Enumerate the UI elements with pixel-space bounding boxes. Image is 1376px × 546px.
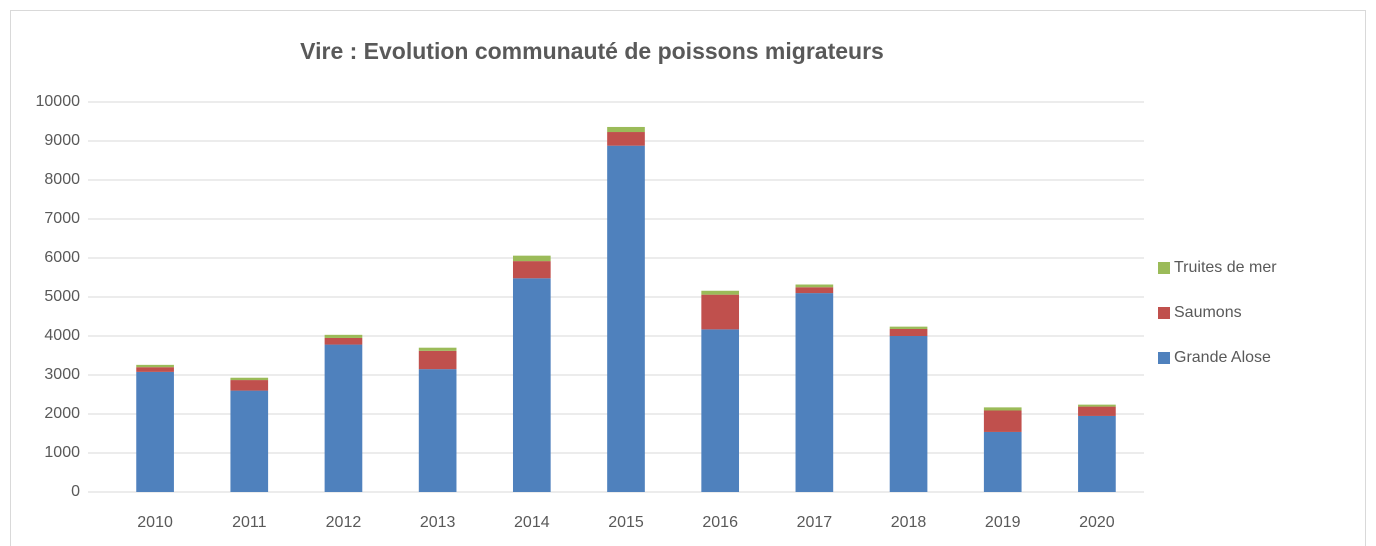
legend-swatch — [1158, 262, 1170, 274]
bar-segment — [230, 390, 269, 492]
bar-segment — [701, 294, 740, 330]
bar-segment — [983, 431, 1022, 492]
x-tick-label: 2016 — [702, 514, 738, 531]
bar-segment — [701, 329, 740, 492]
bar-segment — [607, 145, 645, 492]
bar-segment — [607, 126, 645, 133]
chart-title: Vire : Evolution communauté de poissons … — [300, 38, 884, 64]
bar-segment — [889, 328, 928, 336]
y-tick-label: 0 — [71, 483, 80, 500]
x-tick-label: 2012 — [326, 514, 362, 531]
legend-label: Saumons — [1174, 304, 1242, 321]
bar-segment — [512, 278, 551, 492]
legend-label: Truites de mer — [1174, 259, 1277, 276]
bar-segment — [701, 290, 740, 295]
bar-segment — [889, 326, 928, 329]
x-tick-label: 2010 — [137, 514, 173, 531]
y-tick-label: 2000 — [44, 405, 80, 422]
bar-segment — [889, 336, 928, 492]
bar-segment — [136, 364, 174, 368]
bar-segment — [983, 407, 1022, 411]
y-tick-label: 3000 — [44, 366, 80, 383]
bar-segment — [1078, 404, 1116, 407]
chart-frame — [10, 10, 1366, 546]
y-tick-label: 6000 — [44, 249, 80, 266]
bar-segment — [418, 369, 457, 492]
bar-segment — [324, 334, 363, 338]
legend-swatch — [1158, 307, 1170, 319]
bar-segment — [1078, 415, 1116, 492]
bar-segment — [230, 380, 269, 391]
bar-segment — [324, 344, 363, 492]
x-tick-label: 2017 — [797, 514, 833, 531]
x-tick-label: 2018 — [891, 514, 927, 531]
legend-label: Grande Alose — [1174, 349, 1271, 366]
bar-segment — [512, 255, 551, 262]
x-tick-label: 2019 — [985, 514, 1021, 531]
bar-segment — [418, 350, 457, 370]
y-tick-label: 10000 — [36, 93, 81, 110]
y-tick-label: 1000 — [44, 444, 80, 461]
bar-segment — [324, 337, 363, 345]
y-tick-label: 5000 — [44, 288, 80, 305]
x-tick-label: 2014 — [514, 514, 550, 531]
bar-segment — [795, 293, 834, 492]
x-tick-label: 2020 — [1079, 514, 1115, 531]
bar-segment — [795, 284, 834, 288]
y-tick-label: 9000 — [44, 132, 80, 149]
bar-segment — [512, 261, 551, 279]
x-tick-label: 2015 — [608, 514, 644, 531]
bar-segment — [230, 377, 269, 381]
x-tick-label: 2013 — [420, 514, 456, 531]
bar-segment — [418, 347, 457, 351]
bar-segment — [136, 371, 174, 492]
legend-swatch — [1158, 352, 1170, 364]
bar-segment — [795, 287, 834, 294]
bar-segment — [136, 367, 174, 372]
bar-segment — [607, 132, 645, 146]
bar-segment — [1078, 406, 1116, 416]
y-tick-label: 4000 — [44, 327, 80, 344]
y-tick-label: 8000 — [44, 171, 80, 188]
x-tick-label: 2011 — [232, 514, 267, 531]
bar-segment — [983, 410, 1022, 432]
y-tick-label: 7000 — [44, 210, 80, 227]
